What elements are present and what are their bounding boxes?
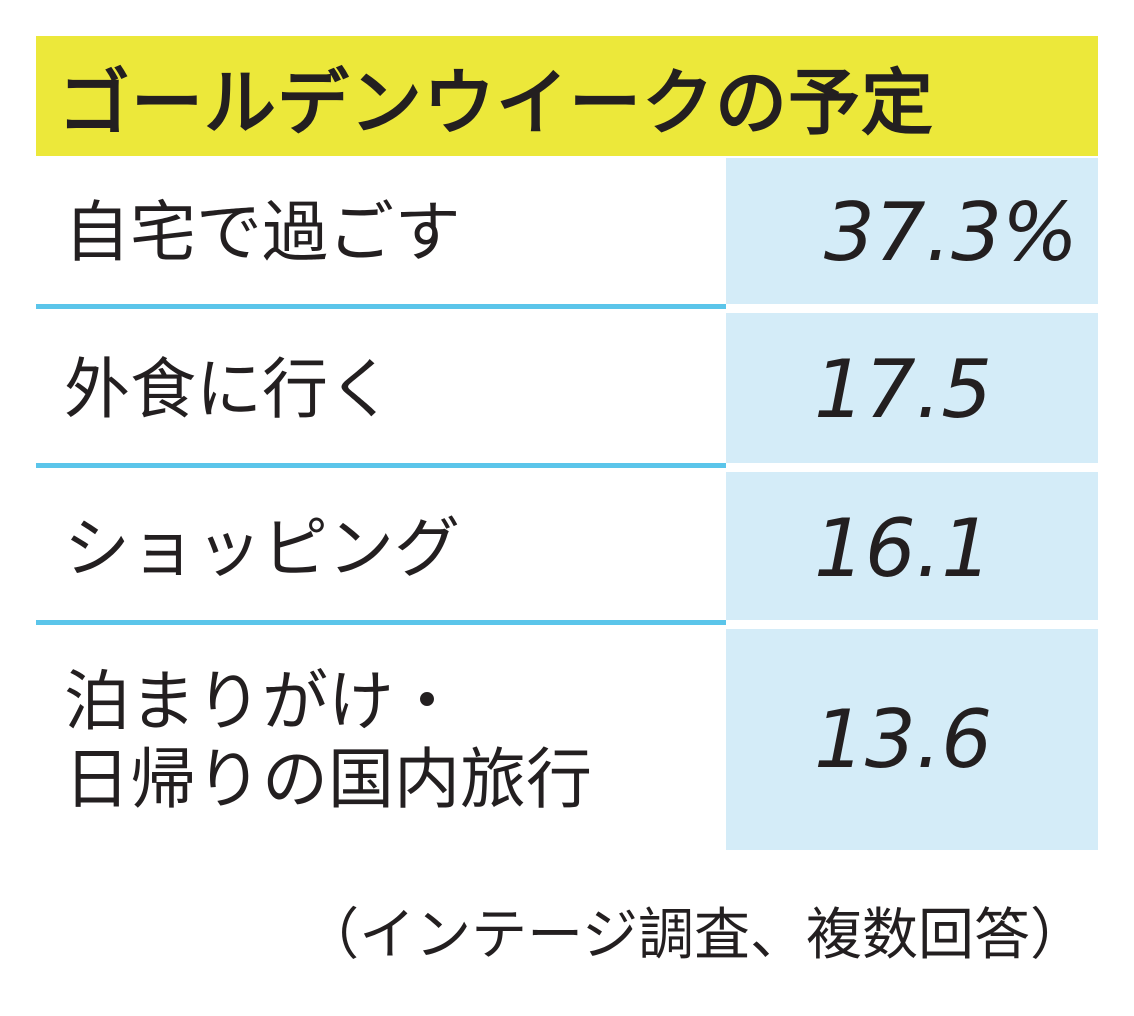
row-label: 泊まりがけ・ 日帰りの国内旅行 — [64, 663, 724, 819]
row-value: 16.1 — [814, 502, 993, 595]
source-note: （インテージ調査、複数回答） — [303, 903, 1086, 968]
table-row: 外食に行く 17.5 — [36, 313, 1098, 468]
row-divider — [36, 620, 726, 625]
value-cell: 16.1 — [726, 472, 1098, 620]
row-divider — [36, 304, 726, 309]
row-label-line: 泊まりがけ・ — [64, 663, 460, 740]
chart-title: ゴールデンウイークの予定 — [36, 36, 1098, 156]
row-value: 13.6 — [814, 693, 993, 786]
value-cell: 17.5 — [726, 313, 1098, 463]
table-row: ショッピング 16.1 — [36, 472, 1098, 625]
row-label: 外食に行く — [64, 351, 394, 428]
value-cell: 37.3% — [726, 158, 1098, 304]
row-label: ショッピング — [64, 510, 460, 587]
row-label-line: 日帰りの国内旅行 — [64, 741, 592, 818]
table-row: 泊まりがけ・ 日帰りの国内旅行 13.6 — [36, 629, 1098, 850]
row-label: 自宅で過ごす — [64, 194, 461, 271]
row-divider — [36, 463, 726, 468]
value-cell: 13.6 — [726, 629, 1098, 850]
row-value: 17.5 — [814, 343, 993, 436]
table-row: 自宅で過ごす 37.3% — [36, 158, 1098, 309]
row-value: 37.3% — [823, 186, 1078, 279]
